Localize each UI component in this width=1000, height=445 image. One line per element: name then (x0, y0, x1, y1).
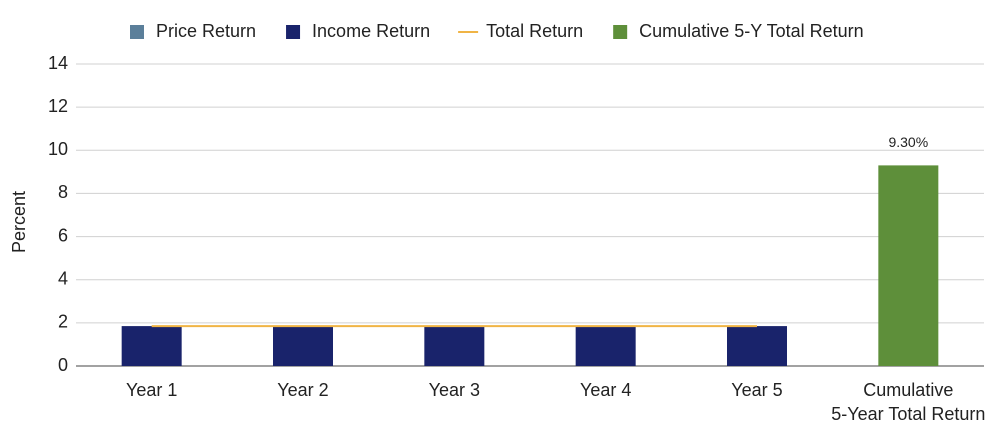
bar (273, 326, 333, 366)
y-tick-label: 0 (58, 355, 68, 375)
bar (424, 326, 485, 366)
y-axis-label: Percent (9, 191, 29, 253)
legend-label: Price Return (156, 21, 256, 41)
y-tick-label: 2 (58, 312, 68, 332)
x-tick-label: Cumulative 5-Year Total Return (831, 380, 985, 424)
x-tick-label: Year 2 (277, 380, 328, 400)
data-label: 9.30% (888, 134, 928, 150)
bar (878, 165, 939, 366)
bar (575, 326, 636, 366)
legend-label: Income Return (312, 21, 430, 41)
x-tick-label: Year 1 (126, 380, 177, 400)
legend-label: Total Return (486, 21, 583, 41)
legend-swatch (286, 25, 301, 39)
y-tick-label: 8 (58, 182, 68, 202)
bar (121, 326, 182, 366)
x-tick-label: Year 3 (429, 380, 480, 400)
legend-swatch (613, 25, 628, 39)
bar (727, 326, 787, 366)
y-tick-label: 14 (48, 53, 68, 73)
legend-swatch (130, 25, 144, 39)
y-tick-label: 10 (48, 139, 68, 159)
x-tick-label: Year 5 (731, 380, 782, 400)
x-tick-label: Year 4 (580, 380, 631, 400)
legend-label: Cumulative 5-Y Total Return (639, 21, 863, 41)
y-tick-label: 12 (48, 96, 68, 116)
y-tick-label: 4 (58, 268, 68, 288)
y-tick-label: 6 (58, 225, 68, 245)
